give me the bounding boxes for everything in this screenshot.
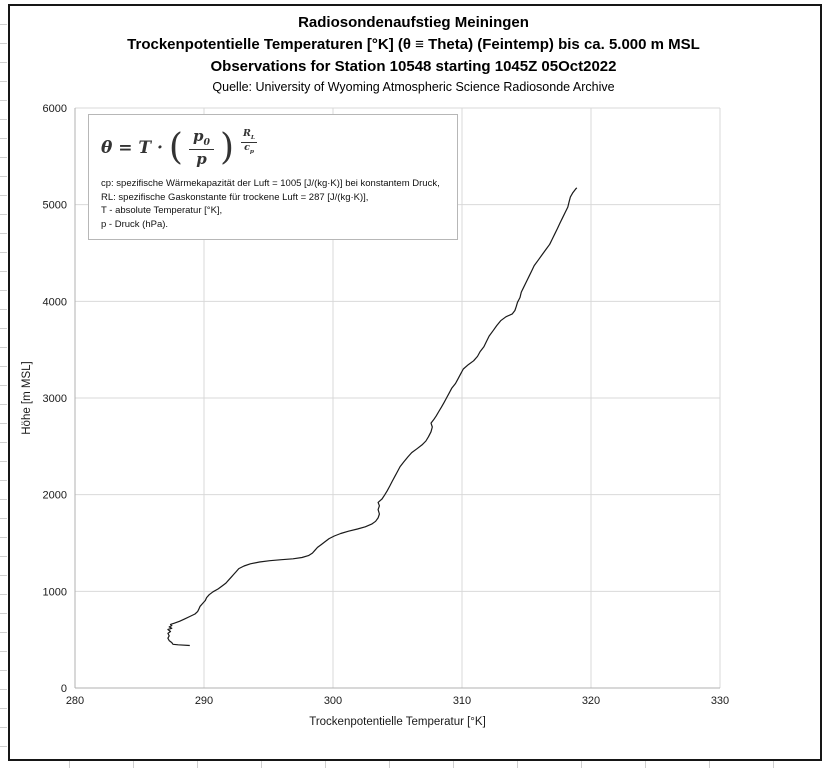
formula-lhs: θ = T · [101, 138, 163, 158]
y-tick-label: 3000 [43, 393, 67, 405]
formula-open-paren: ( [168, 127, 183, 168]
formula-note-line: cp: spezifische Wärmekapazität der Luft … [101, 178, 440, 189]
chart-title-line1: Radiosondenaufstieg Meiningen [298, 14, 529, 31]
formula-note-line: RL: spezifische Gaskonstante für trocken… [101, 191, 369, 203]
formula-fraction-numerator: p0 [188, 128, 214, 151]
y-tick-label: 0 [61, 683, 67, 695]
spreadsheet-row-gridlines [0, 6, 7, 754]
formula-note-line: p - Druck (hPa). [101, 218, 169, 230]
y-axis-title: Höhe [m MSL] [21, 361, 33, 435]
x-tick-label: 320 [582, 695, 600, 707]
spreadsheet-column-gridlines [6, 761, 821, 768]
y-tick-label: 5000 [43, 200, 67, 212]
y-tick-label: 4000 [43, 296, 67, 308]
y-tick-label: 6000 [43, 103, 67, 115]
formula-fraction-denominator: p [196, 150, 207, 169]
x-tick-label: 280 [66, 695, 84, 707]
formula-exponent-denominator: cp [244, 141, 254, 155]
formula-exponent-numerator: RL [241, 128, 258, 143]
x-tick-label: 300 [324, 695, 342, 707]
chart-title-line2: Trockenpotentielle Temperaturen [°K] (θ … [127, 36, 700, 53]
chart-source-line: Quelle: University of Wyoming Atmospheri… [212, 80, 615, 94]
theta-formula: θ = T · ( p0 p ) RL cp [101, 123, 445, 173]
x-tick-label: 290 [195, 695, 213, 707]
formula-exponent-fraction: RL cp [241, 128, 258, 155]
y-tick-label: 2000 [43, 490, 67, 502]
formula-close-paren: ) [219, 127, 234, 168]
profile-line [167, 187, 578, 647]
x-tick-label: 310 [453, 695, 471, 707]
x-axis-title: Trockenpotentielle Temperatur [°K] [309, 716, 486, 728]
formula-note-line: T - absolute Temperatur [°K], [101, 205, 223, 216]
x-tick-label: 330 [711, 695, 729, 707]
y-tick-label: 1000 [43, 586, 67, 598]
formula-exponent: RL cp [241, 121, 258, 155]
chart-title-line3: Observations for Station 10548 starting … [210, 58, 617, 75]
chart-titles: Radiosondenaufstieg Meiningen Trockenpot… [0, 12, 827, 97]
formula-box: θ = T · ( p0 p ) RL cp cp: spezifische W… [88, 114, 458, 240]
formula-fraction: p0 p [188, 128, 214, 169]
